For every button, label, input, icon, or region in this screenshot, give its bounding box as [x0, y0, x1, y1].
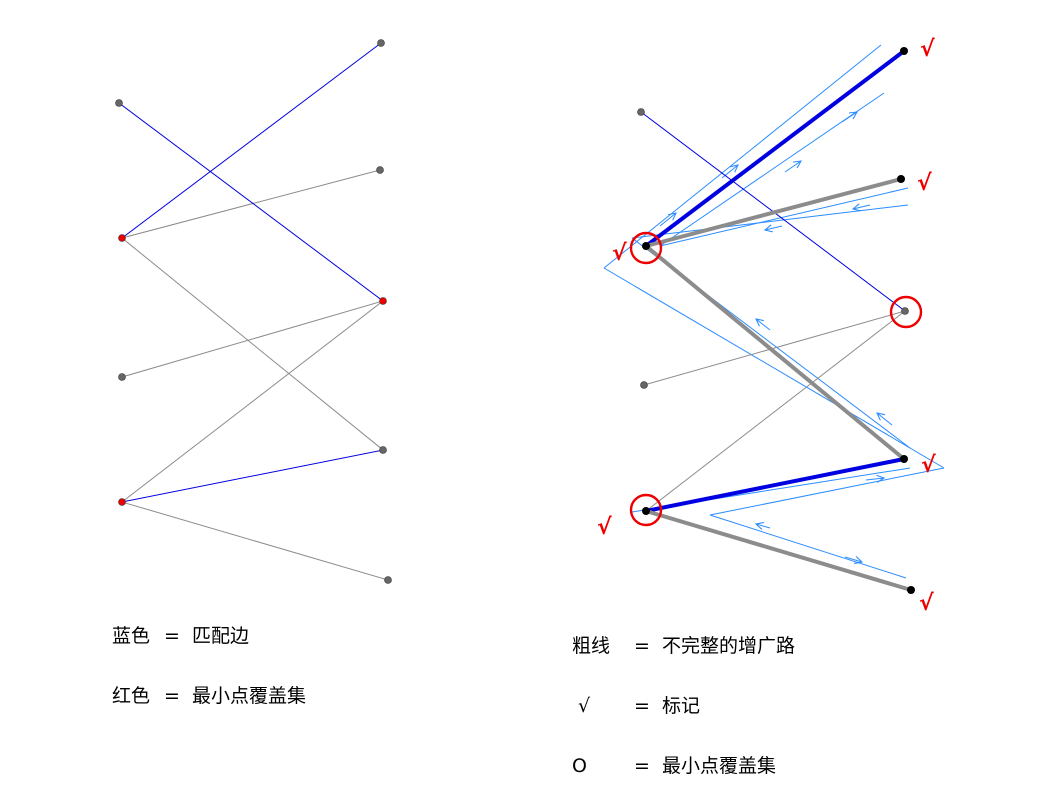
node-right-3-cover — [379, 297, 387, 305]
node-b2 — [897, 175, 905, 183]
node-a3 — [640, 381, 648, 389]
edge-l2-r2 — [121, 169, 381, 239]
node-a1 — [637, 108, 645, 116]
legend-equals: = — [634, 635, 650, 657]
node-right-1 — [377, 39, 385, 47]
node-left-2-cover — [118, 234, 126, 242]
legend-equals: = — [164, 685, 180, 707]
legend-symbol: 粗线 — [572, 635, 611, 657]
cover-ring-b3 — [889, 295, 923, 329]
legend-meaning: 最小点覆盖集 — [192, 685, 307, 707]
legend-symbol: 蓝色 — [112, 625, 151, 647]
edge-l2-r4 — [121, 237, 384, 451]
node-b5 — [907, 586, 915, 594]
node-b3 — [901, 307, 909, 315]
check-mark-b4: √ — [921, 453, 936, 478]
legend-symbol: 红色 — [112, 685, 151, 707]
node-left-3 — [118, 373, 126, 381]
right-bipartite-graph: √ √ √ √ √ √ — [597, 37, 945, 616]
legend-row-cover: 红色 = 最小点覆盖集 — [112, 686, 306, 706]
left-legend: 蓝色 = 匹配边 红色 = 最小点覆盖集 — [112, 586, 306, 726]
legend-equals: = — [164, 625, 180, 647]
node-b1 — [900, 47, 908, 55]
thick-edge-a2-b2 — [645, 177, 902, 248]
right-legend: 粗线 = 不完整的增广路 √ = 标记 O = 最小点覆盖集 — [572, 596, 795, 796]
node-right-4 — [379, 446, 387, 454]
legend-equals: = — [634, 755, 650, 777]
edge-l4-r5 — [121, 501, 389, 581]
bipartite-diagram-canvas: √ √ √ √ √ √ — [115, 37, 945, 616]
node-left-4-cover — [118, 498, 126, 506]
legend-meaning: 标记 — [662, 695, 701, 717]
check-mark-a2: √ — [612, 241, 627, 266]
legend-row-mark: √ = 标记 — [572, 696, 795, 716]
legend-symbol: O — [572, 755, 587, 777]
node-left-1 — [115, 99, 123, 107]
thick-edge-a2-b4 — [644, 244, 906, 461]
edge-l3-r3 — [121, 300, 384, 378]
legend-row-thick-line: 粗线 = 不完整的增广路 — [572, 636, 795, 656]
check-mark-b2: √ — [917, 171, 932, 196]
path-arrows — [659, 112, 893, 562]
thick-edge-a4-b5 — [645, 509, 912, 592]
edge-a3-b3 — [643, 310, 906, 386]
check-marks: √ √ √ √ √ √ — [597, 37, 936, 616]
left-bipartite-graph — [115, 39, 392, 584]
edge-a4-b3 — [645, 310, 906, 512]
legend-row-circle: O = 最小点覆盖集 — [572, 756, 795, 776]
node-right-2 — [376, 166, 384, 174]
check-mark-b5: √ — [919, 591, 934, 616]
legend-meaning: 匹配边 — [192, 625, 250, 647]
check-mark-b1: √ — [920, 37, 935, 62]
node-b4 — [900, 455, 908, 463]
legend-symbol: √ — [572, 695, 591, 717]
cover-ring-a4 — [629, 493, 663, 527]
matching-edge-l2-r1 — [121, 42, 382, 239]
cover-ring-a2 — [629, 231, 663, 265]
matching-edge-l4-r4 — [121, 449, 384, 503]
check-mark-a4: √ — [597, 515, 612, 540]
legend-meaning: 最小点覆盖集 — [662, 755, 777, 777]
thick-matching-edge-a2-b1 — [644, 49, 906, 248]
matching-edge-l1-r3 — [118, 102, 384, 302]
legend-equals: = — [634, 695, 650, 717]
legend-meaning: 不完整的增广路 — [662, 635, 796, 657]
node-a2 — [642, 242, 650, 250]
thick-matching-edge-a4-b4 — [645, 457, 905, 513]
edge-l4-r3 — [121, 300, 384, 503]
node-right-5 — [384, 576, 392, 584]
legend-row-matching: 蓝色 = 匹配边 — [112, 626, 306, 646]
node-a4 — [642, 507, 650, 515]
